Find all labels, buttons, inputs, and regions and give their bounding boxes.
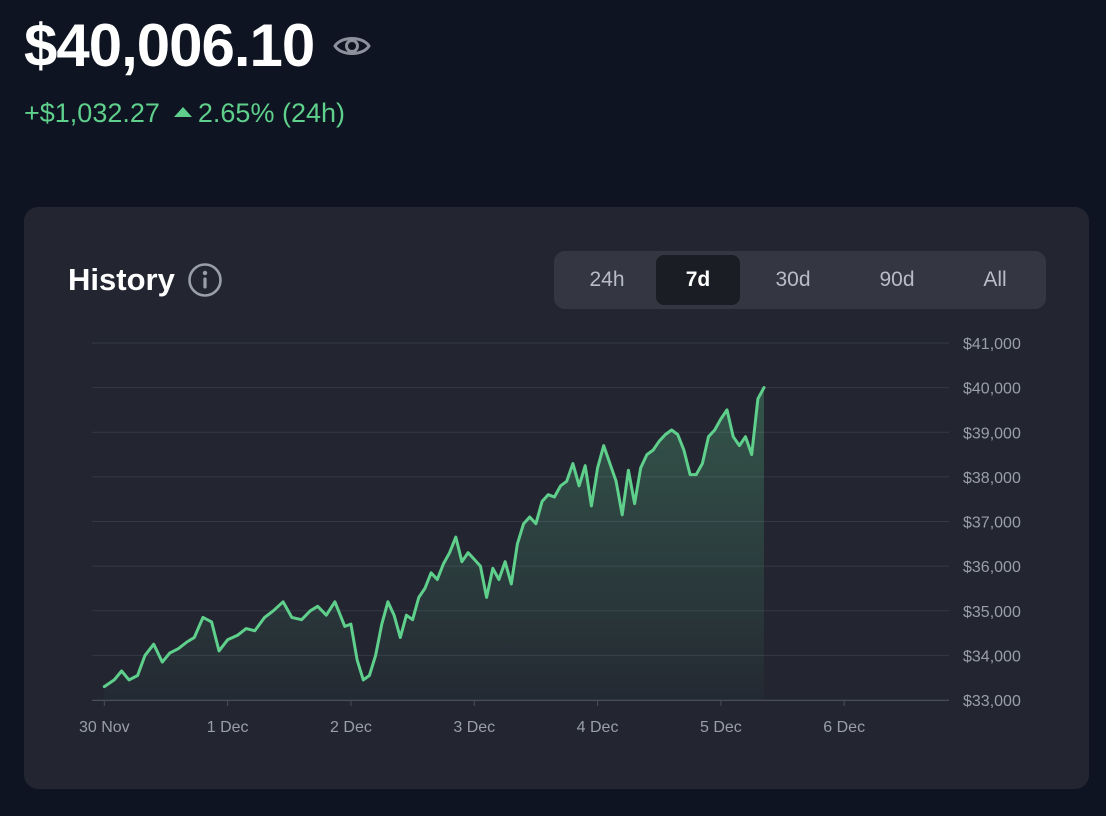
eye-icon[interactable] [332,26,372,66]
range-selector: 24h 7d 30d 90d All [554,251,1046,309]
change-percent: 2.65% (24h) [197,98,345,128]
range-24h-button[interactable]: 24h [589,268,625,291]
balance-row: $40,006.10 [24,10,372,82]
range-all-button[interactable]: All [983,268,1007,291]
info-icon[interactable] [187,262,223,298]
arrow-up-icon [173,107,192,117]
history-header: History [68,261,223,299]
range-90d-button[interactable]: 90d [879,268,915,291]
range-30d-button[interactable]: 30d [775,268,811,291]
portfolio-balance: $40,006.10 [24,12,315,79]
history-card: History 24h 7d 30d 90d All [24,207,1089,789]
balance-change: +$1,032.27 2.65% (24h) [24,96,345,130]
history-title: History [68,262,175,297]
range-7d-button[interactable]: 7d [656,255,740,305]
change-amount: +$1,032.27 [24,98,160,128]
